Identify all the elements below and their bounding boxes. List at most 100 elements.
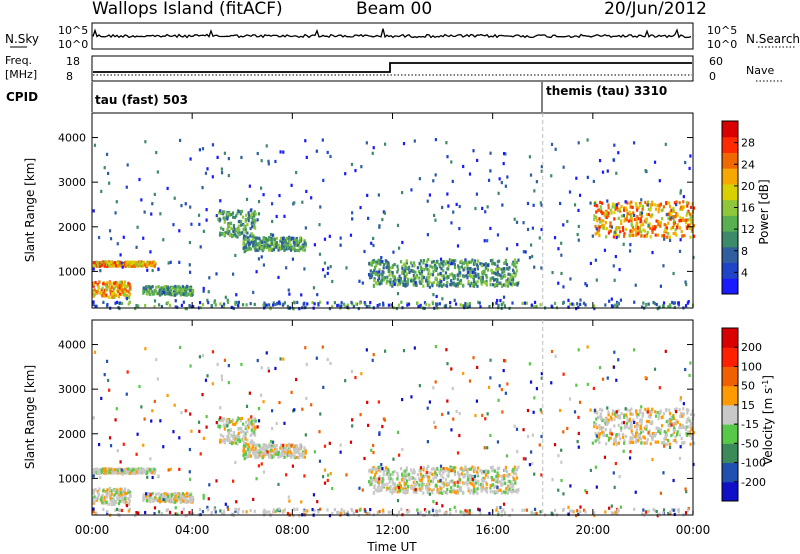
power-cell (473, 282, 476, 286)
velocity-cell (198, 507, 202, 512)
velocity-cell (467, 467, 471, 471)
velocity-cell (288, 445, 292, 449)
power-cell (92, 303, 95, 307)
power-cell (219, 199, 222, 203)
power-cell (668, 215, 671, 219)
velocity-cell (450, 467, 453, 471)
power-cell (428, 268, 431, 272)
velocity-cell (602, 431, 606, 435)
velocity-cell (476, 491, 479, 495)
power-cell (160, 304, 164, 309)
power-cell (640, 219, 643, 224)
power-cell (113, 282, 116, 286)
velocity-cell (383, 418, 387, 422)
power-cell (388, 273, 391, 277)
velocity-cell (364, 509, 367, 513)
velocity-cell (242, 441, 246, 445)
velocity-cell (146, 475, 149, 479)
power-cell (634, 224, 638, 228)
power-cell (436, 283, 439, 287)
velocity-cell (264, 444, 268, 448)
power-cell (100, 261, 103, 265)
velocity-cell (690, 427, 693, 431)
velocity-cell (144, 347, 147, 351)
velocity-cell (506, 382, 509, 386)
power-cell (634, 227, 637, 231)
power-cell (363, 249, 366, 254)
velocity-cell (405, 487, 408, 491)
velocity-cell (692, 441, 696, 445)
nsearch-label: N.Search (746, 32, 800, 46)
power-cell (682, 195, 685, 199)
velocity-cell (413, 484, 416, 488)
power-cell (431, 302, 435, 306)
velocity-cell (293, 408, 296, 412)
velocity-cell (113, 498, 116, 502)
velocity-cell (488, 511, 491, 516)
velocity-cell (487, 471, 490, 475)
power-cell (680, 229, 683, 234)
velocity-cell (435, 509, 438, 513)
power-cell (436, 302, 439, 306)
velocity-cell (389, 473, 392, 477)
power-cell (467, 280, 470, 284)
power-cell (609, 229, 612, 233)
cpid-label: CPID (6, 90, 38, 104)
velocity-cell (295, 455, 299, 459)
velocity-cell (469, 479, 472, 483)
power-cell (104, 260, 107, 264)
velocity-cell (254, 443, 257, 447)
velocity-cell (228, 418, 231, 422)
power-cell (369, 269, 372, 273)
power-cell (375, 263, 378, 268)
velocity-cell (659, 431, 662, 435)
velocity-cell (454, 491, 458, 495)
velocity-cell (414, 482, 417, 486)
power-cell (684, 218, 687, 222)
power-cell (459, 281, 463, 285)
power-cell (176, 290, 179, 294)
power-cell (111, 264, 114, 268)
power-cell (672, 271, 675, 276)
velocity-cell (257, 464, 261, 468)
velocity-cell (431, 509, 435, 513)
velocity-cell (500, 474, 503, 478)
velocity-cell (267, 366, 270, 370)
velocity-cell (582, 508, 586, 512)
power-cell (506, 284, 510, 288)
velocity-cell (642, 435, 645, 439)
velocity-cell (182, 507, 185, 511)
velocity-cell (458, 433, 461, 438)
power-cell (485, 263, 488, 267)
power-cell (428, 280, 431, 284)
power-cell (378, 224, 381, 228)
power-cell (597, 231, 600, 235)
power-cell (686, 204, 689, 208)
power-cell (272, 303, 275, 307)
velocity-cell (689, 361, 692, 365)
power-cell (303, 248, 306, 252)
power-cell (467, 266, 471, 271)
power-cell (495, 301, 498, 305)
velocity-cell (201, 510, 205, 514)
power-cell (311, 300, 314, 305)
velocity-cell (668, 419, 671, 424)
velocity-cell (377, 468, 380, 472)
power-cell (598, 217, 601, 221)
power-cell (402, 271, 406, 275)
velocity-cell (266, 445, 269, 450)
velocity-cell (517, 465, 520, 469)
power-cell (474, 259, 477, 263)
power-cell (653, 160, 657, 164)
velocity-cell (665, 408, 668, 413)
velocity-cell (399, 488, 402, 492)
velocity-cell (571, 509, 574, 513)
velocity-cell (151, 475, 154, 480)
velocity-cell (457, 471, 460, 475)
power-cell (620, 221, 623, 225)
power-cell (513, 217, 516, 221)
velocity-cell (506, 491, 510, 495)
velocity-cell (128, 493, 131, 497)
velocity-cell (124, 500, 127, 504)
power-cell (92, 300, 95, 304)
